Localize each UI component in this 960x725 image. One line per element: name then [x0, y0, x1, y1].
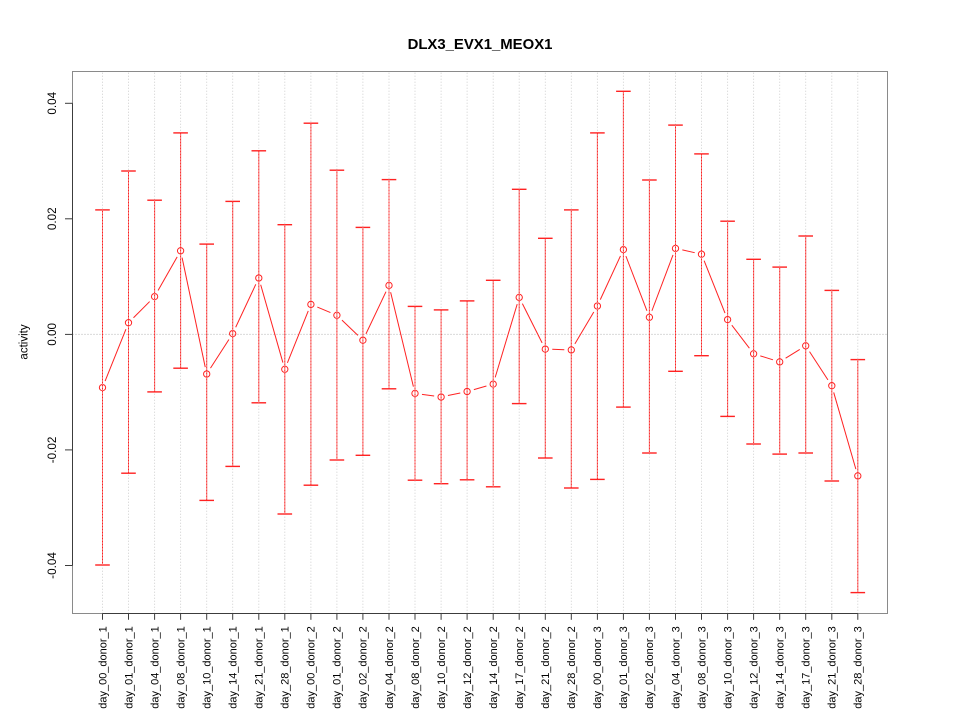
svg-text:day_00_donor_1: day_00_donor_1	[97, 626, 109, 709]
svg-text:day_01_donor_2: day_01_donor_2	[332, 626, 344, 709]
svg-text:day_10_donor_3: day_10_donor_3	[722, 626, 734, 709]
svg-text:day_17_donor_2: day_17_donor_2	[514, 626, 526, 709]
svg-text:day_08_donor_2: day_08_donor_2	[410, 626, 422, 709]
svg-text:day_28_donor_3: day_28_donor_3	[853, 626, 865, 709]
svg-text:day_21_donor_2: day_21_donor_2	[540, 626, 552, 709]
svg-text:day_04_donor_1: day_04_donor_1	[149, 626, 161, 709]
svg-text:day_01_donor_3: day_01_donor_3	[618, 626, 630, 709]
svg-text:day_14_donor_1: day_14_donor_1	[228, 626, 240, 709]
svg-text:day_28_donor_1: day_28_donor_1	[280, 626, 292, 709]
svg-text:day_02_donor_2: day_02_donor_2	[358, 626, 370, 709]
svg-text:day_10_donor_2: day_10_donor_2	[436, 626, 448, 709]
svg-text:day_00_donor_3: day_00_donor_3	[592, 626, 604, 709]
svg-text:day_14_donor_3: day_14_donor_3	[775, 626, 787, 709]
svg-text:-0.04: -0.04	[46, 552, 59, 579]
svg-text:DLX3_EVX1_MEOX1: DLX3_EVX1_MEOX1	[408, 37, 553, 53]
svg-text:day_12_donor_2: day_12_donor_2	[462, 626, 474, 709]
svg-text:day_21_donor_3: day_21_donor_3	[827, 626, 839, 709]
svg-text:day_08_donor_3: day_08_donor_3	[696, 626, 708, 709]
svg-text:day_04_donor_2: day_04_donor_2	[384, 626, 396, 709]
svg-text:activity: activity	[19, 324, 31, 359]
svg-text:day_08_donor_1: day_08_donor_1	[175, 626, 187, 709]
svg-text:day_04_donor_3: day_04_donor_3	[670, 626, 682, 709]
svg-text:0.00: 0.00	[46, 323, 59, 346]
svg-text:day_10_donor_1: day_10_donor_1	[202, 626, 214, 709]
svg-text:day_12_donor_3: day_12_donor_3	[748, 626, 760, 709]
svg-text:day_14_donor_2: day_14_donor_2	[488, 626, 500, 709]
svg-text:day_01_donor_1: day_01_donor_1	[123, 626, 135, 709]
svg-text:day_21_donor_1: day_21_donor_1	[254, 626, 266, 709]
svg-text:-0.02: -0.02	[46, 437, 59, 464]
svg-text:day_28_donor_2: day_28_donor_2	[566, 626, 578, 709]
svg-text:day_17_donor_3: day_17_donor_3	[801, 626, 813, 709]
svg-text:day_00_donor_2: day_00_donor_2	[306, 626, 318, 709]
svg-text:0.04: 0.04	[46, 91, 59, 114]
svg-text:0.02: 0.02	[46, 207, 59, 230]
svg-text:day_02_donor_3: day_02_donor_3	[644, 626, 656, 709]
